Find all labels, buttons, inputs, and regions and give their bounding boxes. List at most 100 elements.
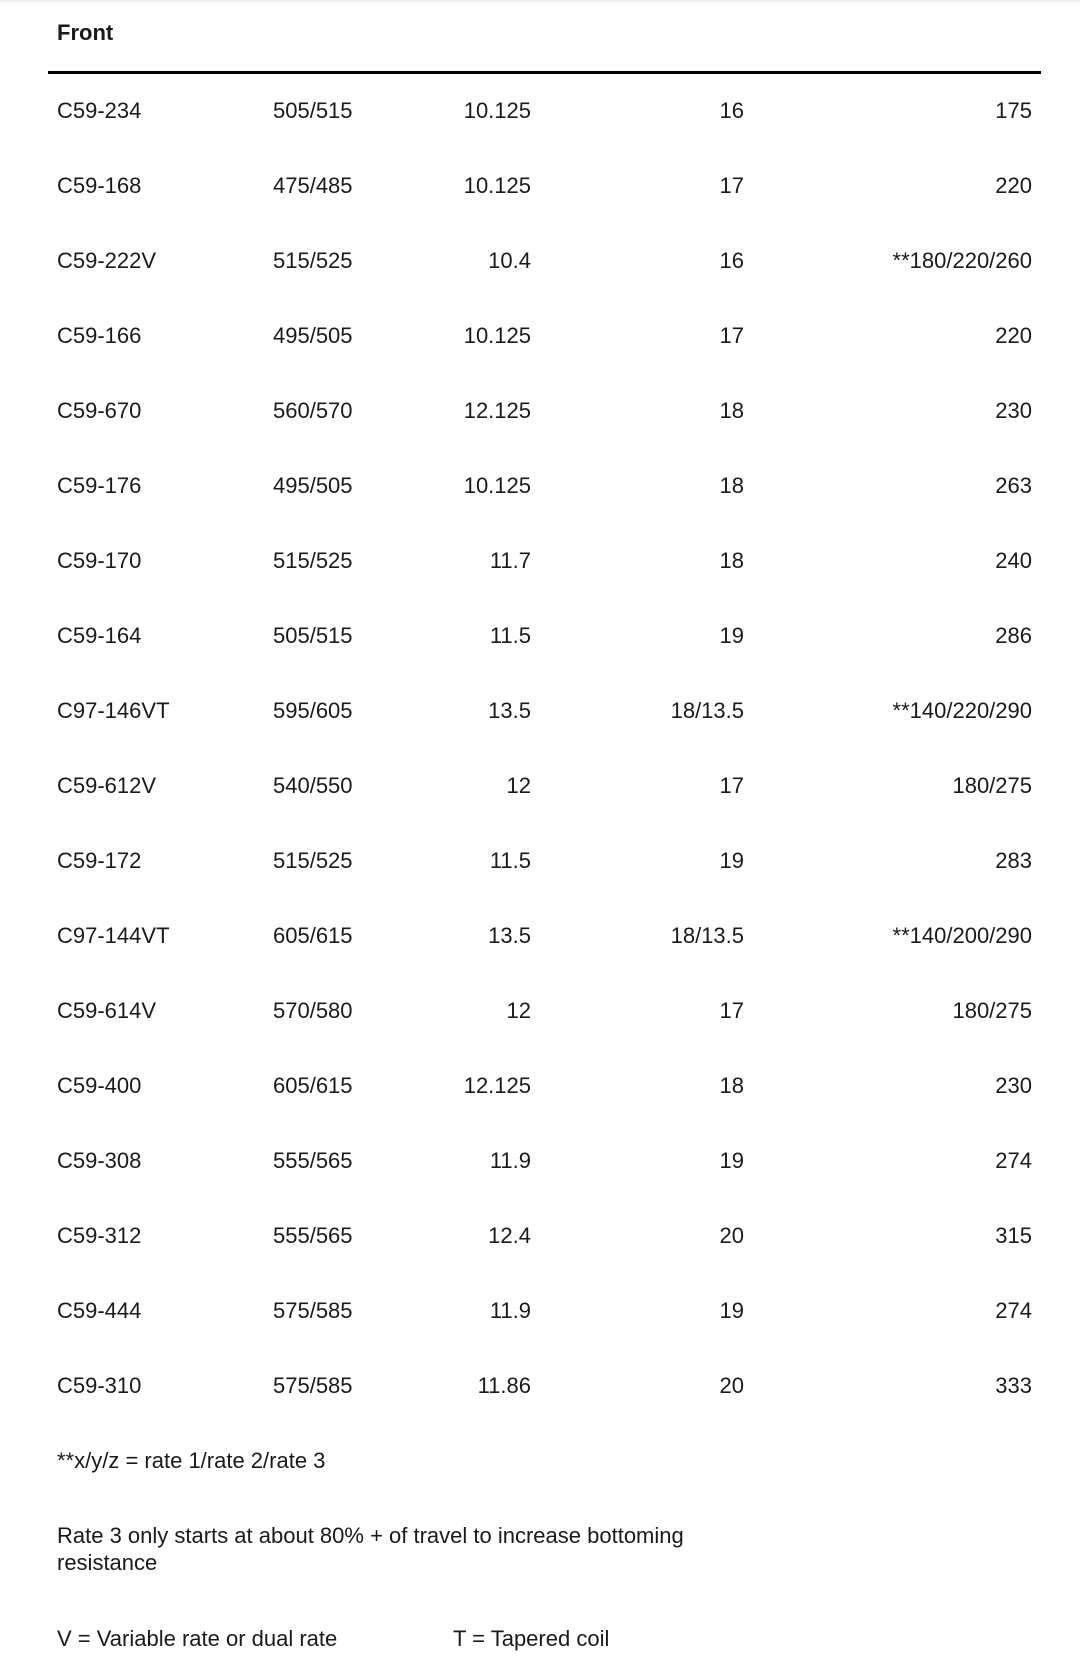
table-row: C59-444 575/585 11.9 19 274 — [0, 1298, 1080, 1328]
cell-free-length: 11.5 — [489, 623, 531, 648]
cell-part-number: C59-614V — [57, 998, 157, 1023]
cell-length: 495/505 — [273, 473, 353, 498]
cell-rate: 283 — [995, 848, 1032, 873]
cell-length: 475/485 — [273, 173, 353, 198]
cell-coils: 18/13.5 — [670, 923, 744, 948]
table-row: C59-166 495/505 10.125 17 220 — [0, 323, 1080, 353]
cell-length: 515/525 — [273, 848, 353, 873]
cell-coils: 17 — [719, 323, 744, 348]
cell-part-number: C59-164 — [57, 623, 142, 648]
table-row: C97-146VT 595/605 13.5 18/13.5 **140/220/290 — [0, 698, 1080, 728]
header-divider — [48, 71, 1041, 74]
cell-part-number: C59-308 — [57, 1148, 142, 1173]
cell-free-length: 13.5 — [488, 923, 531, 948]
cell-rate: **140/220/290 — [892, 698, 1032, 723]
tapered-note: T = Tapered coil — [453, 1626, 610, 1651]
cell-free-length: 11.9 — [489, 1298, 531, 1323]
cell-part-number: C59-312 — [57, 1223, 142, 1248]
cell-part-number: C59-400 — [57, 1073, 142, 1098]
cell-coils: 18 — [719, 398, 744, 423]
cell-part-number: C59-168 — [57, 173, 142, 198]
rate-legend-note: **x/y/z = rate 1/rate 2/rate 3 — [57, 1448, 326, 1473]
cell-coils: 16 — [719, 248, 744, 273]
cell-free-length: 10.125 — [463, 473, 531, 498]
cell-coils: 18 — [719, 1073, 744, 1098]
cell-free-length: 12.4 — [488, 1223, 531, 1248]
cell-free-length: 13.5 — [488, 698, 531, 723]
cell-length: 560/570 — [273, 398, 353, 423]
table-row: C59-222V 515/525 10.4 16 **180/220/260 — [0, 248, 1080, 278]
cell-free-length: 12.125 — [463, 1073, 531, 1098]
cell-coils: 19 — [719, 1298, 744, 1323]
cell-coils: 20 — [719, 1223, 744, 1248]
cell-free-length: 12 — [506, 998, 531, 1023]
table-row: C59-400 605/615 12.125 18 230 — [0, 1073, 1080, 1103]
cell-length: 555/565 — [273, 1148, 353, 1173]
cell-length: 605/615 — [273, 1073, 353, 1098]
table-row: C97-144VT 605/615 13.5 18/13.5 **140/200/290 — [0, 923, 1080, 953]
cell-part-number: C59-166 — [57, 323, 142, 348]
section-title: Front — [57, 20, 114, 45]
cell-length: 540/550 — [273, 773, 353, 798]
cell-rate: **140/200/290 — [892, 923, 1032, 948]
cell-part-number: C59-176 — [57, 473, 142, 498]
table-row: C59-310 575/585 11.86 20 333 — [0, 1373, 1080, 1403]
cell-rate: 333 — [995, 1373, 1032, 1398]
table-row: C59-308 555/565 11.9 19 274 — [0, 1148, 1080, 1178]
cell-part-number: C97-146VT — [57, 698, 170, 723]
table-row: C59-614V 570/580 12 17 180/275 — [0, 998, 1080, 1028]
cell-rate: 274 — [995, 1148, 1032, 1173]
cell-length: 595/605 — [273, 698, 353, 723]
table-row: C59-670 560/570 12.125 18 230 — [0, 398, 1080, 428]
cell-free-length: 12 — [506, 773, 531, 798]
cell-coils: 17 — [719, 998, 744, 1023]
cell-rate: 274 — [995, 1298, 1032, 1323]
cell-rate: **180/220/260 — [892, 248, 1032, 273]
cell-rate: 180/275 — [952, 773, 1032, 798]
cell-part-number: C59-612V — [57, 773, 157, 798]
cell-coils: 20 — [719, 1373, 744, 1398]
rate3-note: Rate 3 only starts at about 80% + of tra… — [57, 1523, 684, 1575]
cell-coils: 19 — [719, 1148, 744, 1173]
cell-free-length: 10.125 — [463, 173, 531, 198]
cell-length: 515/525 — [273, 248, 353, 273]
cell-length: 505/515 — [273, 98, 353, 123]
cell-part-number: C59-222V — [57, 248, 157, 273]
cell-length: 575/585 — [273, 1373, 353, 1398]
table-row: C59-164 505/515 11.5 19 286 — [0, 623, 1080, 653]
cell-rate: 230 — [995, 1073, 1032, 1098]
cell-free-length: 11.7 — [489, 548, 531, 573]
cell-free-length: 11.5 — [489, 848, 531, 873]
cell-free-length: 12.125 — [463, 398, 531, 423]
cell-rate: 263 — [995, 473, 1032, 498]
cell-rate: 175 — [995, 98, 1032, 123]
cell-rate: 240 — [995, 548, 1032, 573]
cell-part-number: C59-234 — [57, 98, 142, 123]
cell-free-length: 11.9 — [489, 1148, 531, 1173]
cell-free-length: 10.125 — [463, 323, 531, 348]
variable-note: V = Variable rate or dual rate — [57, 1626, 338, 1651]
cell-part-number: C59-670 — [57, 398, 142, 423]
cell-rate: 220 — [995, 323, 1032, 348]
cell-length: 505/515 — [273, 623, 353, 648]
cell-rate: 220 — [995, 173, 1032, 198]
cell-part-number: C59-170 — [57, 548, 142, 573]
table-row: C59-612V 540/550 12 17 180/275 — [0, 773, 1080, 803]
cell-rate: 315 — [995, 1223, 1032, 1248]
cell-coils: 18 — [719, 473, 744, 498]
table-row: C59-312 555/565 12.4 20 315 — [0, 1223, 1080, 1253]
table-row: C59-234 505/515 10.125 16 175 — [0, 98, 1080, 128]
cell-rate: 286 — [995, 623, 1032, 648]
cell-coils: 18 — [719, 548, 744, 573]
cell-coils: 16 — [719, 98, 744, 123]
table-row: C59-168 475/485 10.125 17 220 — [0, 173, 1080, 203]
cell-length: 570/580 — [273, 998, 353, 1023]
cell-free-length: 10.4 — [488, 248, 531, 273]
cell-part-number: C59-444 — [57, 1298, 142, 1323]
cell-part-number: C59-310 — [57, 1373, 142, 1398]
cell-rate: 180/275 — [952, 998, 1032, 1023]
table-row: C59-170 515/525 11.7 18 240 — [0, 548, 1080, 578]
cell-length: 575/585 — [273, 1298, 353, 1323]
cell-free-length: 11.86 — [477, 1373, 531, 1398]
cell-coils: 17 — [719, 173, 744, 198]
